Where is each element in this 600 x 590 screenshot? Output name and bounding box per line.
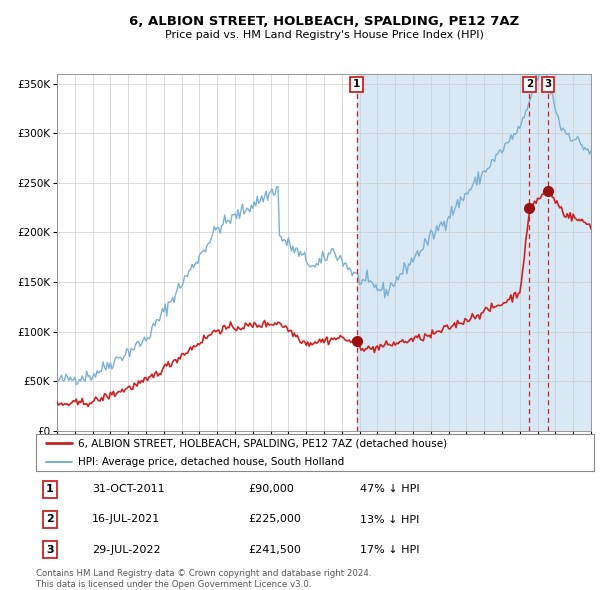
Text: 3: 3 [46, 545, 54, 555]
Text: 1: 1 [353, 79, 360, 89]
Text: £241,500: £241,500 [248, 545, 301, 555]
Text: £90,000: £90,000 [248, 484, 294, 494]
Text: 1: 1 [46, 484, 54, 494]
Text: 29-JUL-2022: 29-JUL-2022 [92, 545, 160, 555]
Text: 6, ALBION STREET, HOLBEACH, SPALDING, PE12 7AZ: 6, ALBION STREET, HOLBEACH, SPALDING, PE… [129, 15, 519, 28]
Text: 17% ↓ HPI: 17% ↓ HPI [359, 545, 419, 555]
Text: 47% ↓ HPI: 47% ↓ HPI [359, 484, 419, 494]
Text: Contains HM Land Registry data © Crown copyright and database right 2024.
This d: Contains HM Land Registry data © Crown c… [36, 569, 371, 589]
Text: HPI: Average price, detached house, South Holland: HPI: Average price, detached house, Sout… [78, 457, 344, 467]
Bar [356, 74, 591, 431]
Text: £225,000: £225,000 [248, 514, 301, 525]
Text: 6, ALBION STREET, HOLBEACH, SPALDING, PE12 7AZ (detached house): 6, ALBION STREET, HOLBEACH, SPALDING, PE… [78, 438, 447, 448]
Text: Price paid vs. HM Land Registry's House Price Index (HPI): Price paid vs. HM Land Registry's House … [164, 30, 484, 40]
Text: 3: 3 [544, 79, 551, 89]
Text: 2: 2 [46, 514, 54, 525]
Text: 16-JUL-2021: 16-JUL-2021 [92, 514, 160, 525]
Text: 31-OCT-2011: 31-OCT-2011 [92, 484, 164, 494]
Text: 13% ↓ HPI: 13% ↓ HPI [359, 514, 419, 525]
Text: 2: 2 [526, 79, 533, 89]
